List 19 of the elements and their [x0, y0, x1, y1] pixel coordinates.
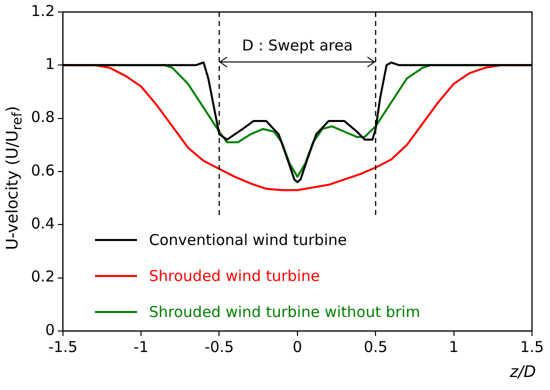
legend-label: Shrouded wind turbine: [149, 267, 320, 285]
annotation: D : Swept area: [242, 36, 353, 54]
x-tick-label: -1.5: [48, 338, 78, 356]
y-tick-label: 0.4: [30, 214, 55, 233]
y-tick-label: 0.8: [30, 108, 55, 126]
x-tick-label: 0: [292, 338, 302, 356]
y-tick-label: 0.6: [30, 161, 55, 180]
y-tick-label: 0: [45, 320, 55, 339]
y-tick-label: 1.2: [30, 2, 55, 20]
x-tick-label: 0.5: [364, 338, 388, 356]
x-tick-label: 1.5: [520, 338, 544, 356]
y-tick-label: 0.2: [30, 268, 55, 286]
y-tick-label: 1: [45, 55, 55, 74]
x-tick-label: 1: [449, 338, 459, 356]
x-tick-label: -0.5: [204, 338, 234, 356]
legend-label: Conventional wind turbine: [149, 231, 347, 249]
legend-label: Shrouded wind turbine without brim: [149, 303, 420, 321]
x-tick-label: -1: [134, 338, 149, 356]
x-axis-title: z/D: [510, 362, 536, 381]
